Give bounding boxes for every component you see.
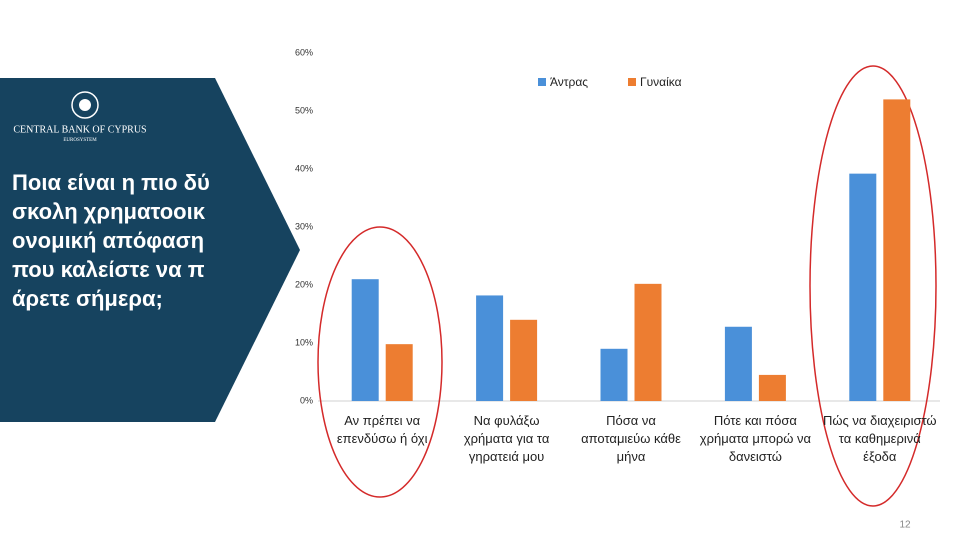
- bar: [476, 295, 504, 401]
- page-number: 12: [899, 520, 911, 531]
- logo-title: CENTRAL BANK OF CYPRUS: [13, 124, 146, 135]
- x-tick-label: Πότε και πόσα χρήματα μπορώ να δανειστώ: [699, 413, 811, 464]
- bar: [883, 99, 911, 402]
- y-tick-label: 0%: [300, 395, 313, 405]
- y-tick-label: 20%: [295, 279, 313, 289]
- bar: [351, 279, 379, 401]
- x-tick-label: Να φυλάξω χρήματα για τα γηρατειά μου: [463, 413, 550, 464]
- side-panel: [0, 78, 300, 422]
- highlight-ellipse: [809, 65, 937, 507]
- x-tick-label: Πόσα να αποταμιεύω κάθε μήνα: [581, 413, 681, 464]
- bar: [849, 173, 877, 401]
- legend-swatch: [538, 78, 546, 86]
- bar: [600, 348, 628, 401]
- logo-emblem: [71, 91, 99, 119]
- y-tick-label: 30%: [295, 221, 313, 231]
- logo-subtitle: EUROSYSTEM: [63, 138, 97, 143]
- legend-label: Γυναίκα: [640, 75, 682, 89]
- y-tick-label: 50%: [295, 105, 313, 115]
- x-tick-label: Αν πρέπει να επενδύσω ή όχι: [336, 413, 428, 446]
- bar: [510, 319, 538, 401]
- y-tick-label: 60%: [295, 47, 313, 57]
- bar: [634, 283, 662, 401]
- question: Ποια είναι η πιο δύσκολη χρηματοοικονομι…: [12, 170, 210, 311]
- x-tick-label: Πώς να διαχειριστώ τα καθημερινά έξοδα: [822, 413, 937, 464]
- bar: [385, 344, 413, 401]
- bar: [724, 326, 752, 401]
- logo-emblem-center: [79, 99, 91, 111]
- legend-swatch: [628, 78, 636, 86]
- bar: [758, 374, 786, 401]
- legend-label: Άντρας: [550, 75, 588, 89]
- y-tick-label: 40%: [295, 163, 313, 173]
- highlight-ellipse: [317, 226, 443, 498]
- y-tick-label: 10%: [295, 337, 313, 347]
